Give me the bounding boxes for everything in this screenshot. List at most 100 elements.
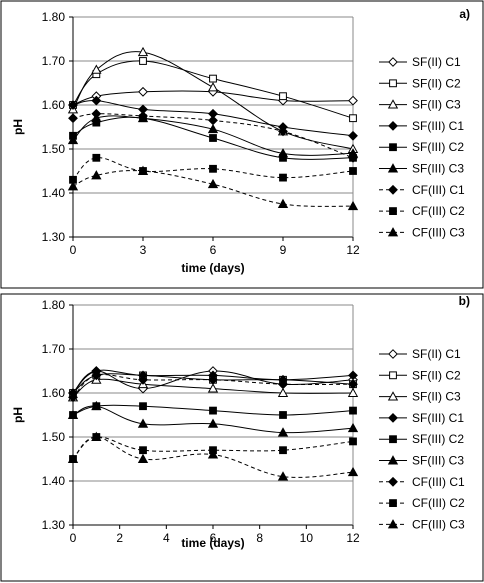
legend-item: SF(III) C1 [379,411,464,425]
legend-item: SF(III) C3 [379,162,464,176]
legend-marker [388,476,398,487]
legend-item: SF(III) C1 [379,119,464,133]
data-point [209,164,217,173]
legend-label: SF(II) C2 [412,368,461,382]
y-tick-label: 1.30 [42,230,66,244]
legend-label: CF(III) C1 [412,183,465,197]
legend-label: CF(III) C3 [412,517,465,531]
series-line [72,157,354,181]
tick-labels: 1.30 1.40 1.50 1.60 1.70 1.80 0 3 6 9 12 [42,10,360,257]
data-point [91,431,102,441]
y-tick-label: 1.50 [42,430,66,444]
data-point [279,173,287,182]
legend-marker [389,435,397,444]
y-axis-label: pH [11,407,25,423]
legend-item: SF(II) C1 [379,347,461,361]
legend-item: SF(II) C2 [379,76,461,90]
legend-label: SF(III) C1 [412,119,464,133]
data-point [91,170,102,180]
legend-item: SF(III) C2 [379,140,464,154]
legend-item: CF(III) C1 [379,183,465,197]
y-axis-label: pH [11,119,25,135]
data-point [67,181,79,191]
series-layer [67,366,359,481]
data-point [277,427,289,437]
data-point [137,453,149,463]
x-tick-label: 10 [300,531,314,545]
x-tick-label: 6 [210,243,217,257]
data-point [349,114,357,123]
data-point [279,411,287,419]
y-tick-label: 1.40 [42,186,66,200]
data-point [91,400,102,411]
tick-labels: 1.30 1.40 1.50 1.60 1.70 1.80 0 2 4 6 8 10 12 [42,298,360,545]
legend-item: CF(III) C2 [379,204,465,218]
legend-item: SF(II) C2 [379,368,461,382]
series-cf-iii-c1 [68,108,358,163]
chart-panel-b: 1.30 1.40 1.50 1.60 1.70 1.80 0 2 4 6 8 10 12 time (… [0,293,484,582]
y-tick-label: 1.70 [42,54,66,68]
legend-marker [388,57,398,67]
data-point [277,148,289,158]
data-point [92,153,101,162]
data-point [91,95,102,106]
legend-marker [387,99,399,109]
series-line [72,436,354,478]
x-tick-label: 4 [163,531,170,545]
y-tick-label: 1.80 [42,10,66,24]
legend-item: CF(III) C2 [379,496,465,510]
series-layer [67,46,359,211]
legend-item: SF(III) C2 [379,432,464,446]
y-tick-label: 1.60 [42,386,66,400]
x-axis-label: time (days) [181,536,244,550]
series-cf-iii-c1 [68,370,358,403]
x-tick-label: 9 [280,243,287,257]
data-point [209,74,217,83]
data-point [348,95,358,106]
legend-label: SF(III) C1 [412,411,464,425]
legend-marker [388,120,398,131]
series-line [72,170,354,207]
data-point [279,446,287,455]
legend-item: SF(II) C3 [379,98,461,112]
legend-label: SF(II) C3 [412,390,461,404]
legend-label: SF(II) C3 [412,98,461,112]
x-tick-label: 8 [256,531,263,545]
legend-marker [388,349,398,359]
y-tick-label: 1.80 [42,298,66,312]
data-point [277,387,289,397]
data-point [68,392,78,403]
data-point [208,115,218,126]
legend-label: SF(III) C2 [412,432,464,446]
data-point [67,134,79,145]
legend-item: CF(III) C3 [379,225,465,239]
series-cf-iii-c3 [67,165,359,211]
legend-marker [388,412,398,423]
series-line [72,436,354,460]
x-tick-label: 12 [346,531,360,545]
panel-label: a) [459,7,470,21]
legend-marker [389,371,397,380]
data-point [138,374,148,385]
legend-marker [389,207,397,215]
legend-label: SF(II) C1 [412,55,461,69]
data-point [277,471,289,481]
data-point [348,379,358,390]
legend-marker [389,499,397,508]
series-cf-iii-c3 [67,431,359,481]
x-axis-label: time (days) [181,261,244,275]
legend-marker [387,163,399,173]
legend-marker [389,143,397,152]
data-point [67,409,79,419]
data-point [137,46,149,57]
y-tick-label: 1.30 [42,518,66,532]
legend-item: CF(III) C1 [379,475,465,489]
data-point [347,422,359,433]
x-tick-label: 0 [70,531,77,545]
legend-item: SF(II) C1 [379,55,461,69]
chart-panel-a: 1.30 1.40 1.50 1.60 1.70 1.80 0 3 6 9 12 time (day… [0,0,484,289]
legend-label: CF(III) C2 [412,496,465,510]
data-point [349,406,357,415]
legend-marker [387,227,399,237]
